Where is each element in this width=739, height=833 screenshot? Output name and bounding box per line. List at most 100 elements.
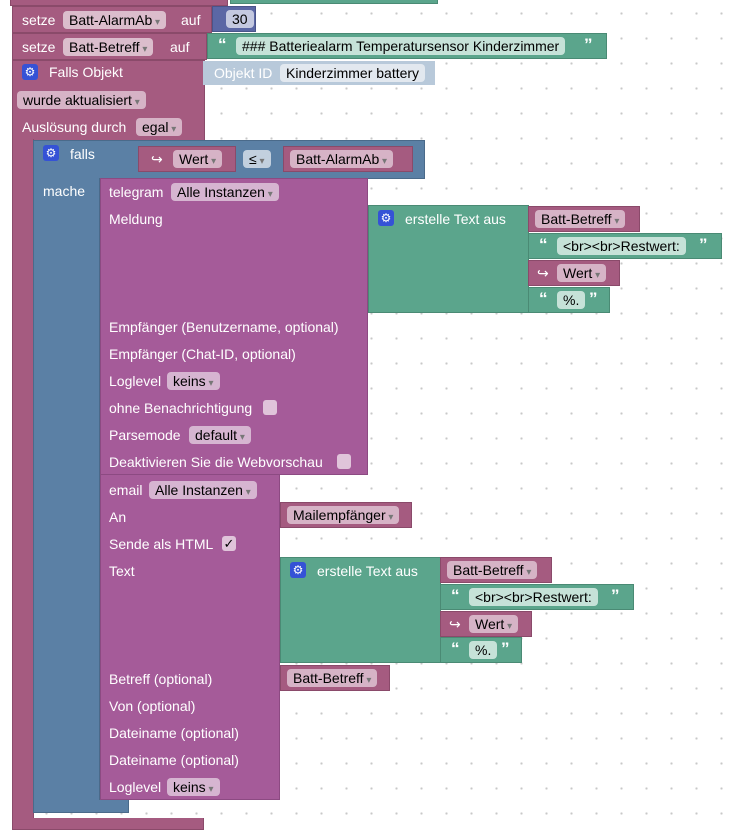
parsemode-dropdown[interactable]: default: [189, 426, 251, 444]
close-quote-icon: ”: [589, 289, 598, 308]
trigger-title: Falls Objekt: [49, 64, 123, 80]
parsemode-label: Parsemode: [109, 427, 181, 443]
open-quote-icon: “: [218, 35, 227, 54]
text-block[interactable]: “ <br><br>Restwert: ”: [440, 584, 634, 610]
number-block[interactable]: 30: [212, 6, 256, 32]
trigger-bottom-bar: [12, 818, 204, 830]
variable-get-block[interactable]: Batt-Betreff: [440, 557, 552, 583]
text-input[interactable]: <br><br>Restwert:: [557, 237, 686, 255]
text-input[interactable]: <br><br>Restwert:: [469, 588, 598, 606]
recipient-user-label: Empfänger (Benutzername, optional): [109, 319, 339, 335]
variable-dropdown[interactable]: Wert: [557, 264, 607, 282]
if-left-column: [33, 178, 100, 802]
disable-preview-label: Deaktivieren Sie die Webvorschau: [109, 454, 323, 470]
email-block[interactable]: email Alle Instanzen An Sende als HTML ✓…: [100, 474, 280, 800]
open-quote-icon: “: [539, 235, 548, 254]
variable-dropdown[interactable]: Batt-Betreff: [447, 561, 538, 579]
message-label: Meldung: [109, 211, 163, 227]
text-block[interactable]: “%.”: [440, 637, 522, 663]
text-label: Text: [109, 563, 135, 579]
number-input[interactable]: 30: [226, 10, 254, 28]
trigger-by-label: Auslösung durch: [22, 119, 127, 135]
gear-icon[interactable]: ⚙: [22, 64, 38, 80]
text-input[interactable]: %.: [469, 641, 498, 659]
variable-get-block[interactable]: Batt-AlarmAb: [283, 146, 413, 172]
to-keyword: auf: [181, 12, 201, 28]
variable-dropdown[interactable]: Batt-Betreff: [287, 669, 378, 687]
recipient-chat-label: Empfänger (Chat-ID, optional): [109, 346, 296, 362]
close-quote-icon: ”: [611, 586, 620, 605]
silent-label: ohne Benachrichtigung: [109, 400, 253, 416]
text-join-block[interactable]: ⚙ erstelle Text aus: [280, 557, 441, 663]
variable-dropdown[interactable]: Wert: [173, 150, 223, 168]
to-label: An: [109, 509, 127, 525]
do-label: mache: [43, 183, 86, 199]
partial-block-top[interactable]: [10, 0, 228, 6]
variable-get-block[interactable]: Batt-Betreff: [280, 665, 390, 691]
html-checkbox[interactable]: ✓: [222, 536, 236, 551]
disable-preview-checkbox[interactable]: [337, 454, 351, 469]
close-quote-icon: ”: [699, 235, 708, 254]
variable-get-block[interactable]: Mailempfänger: [280, 502, 412, 528]
trigger-left-column: [12, 139, 34, 820]
set-keyword: setze: [22, 12, 56, 28]
instance-dropdown[interactable]: Alle Instanzen: [171, 183, 279, 201]
event-dropdown[interactable]: wurde aktualisiert: [17, 91, 146, 109]
text-input[interactable]: ### Batteriealarm Temperatursensor Kinde…: [236, 37, 566, 55]
if-label: falls: [70, 146, 95, 162]
set-keyword: setze: [22, 39, 56, 55]
close-quote-icon: ”: [584, 35, 593, 54]
if-bottom-bar: [33, 800, 129, 813]
close-quote-icon: ”: [501, 639, 510, 658]
gear-icon[interactable]: ⚙: [290, 562, 306, 578]
from-label: Von (optional): [109, 698, 196, 714]
loglevel-dropdown[interactable]: keins: [167, 372, 220, 390]
variable-get-block[interactable]: ↪ Wert: [528, 260, 620, 286]
text-join-title: erstelle Text aus: [317, 563, 418, 579]
variable-dropdown[interactable]: Batt-Betreff: [63, 38, 154, 56]
telegram-block[interactable]: telegram Alle Instanzen Meldung Empfänge…: [100, 178, 368, 475]
text-join-title: erstelle Text aus: [405, 211, 506, 227]
gear-icon[interactable]: ⚙: [43, 145, 59, 161]
variable-get-block[interactable]: Batt-Betreff: [528, 206, 640, 232]
silent-checkbox[interactable]: [263, 400, 277, 415]
variable-dropdown[interactable]: Batt-AlarmAb: [290, 150, 394, 168]
loglevel-label: Loglevel: [109, 779, 162, 795]
get-arrow-icon: ↪: [537, 265, 549, 281]
set-variable-block[interactable]: setze Batt-Betreff auf: [12, 33, 207, 60]
variable-dropdown[interactable]: Mailempfänger: [287, 506, 400, 524]
file1-label: Dateiname (optional): [109, 725, 239, 741]
variable-dropdown[interactable]: Batt-AlarmAb: [63, 11, 167, 29]
open-quote-icon: “: [451, 586, 460, 605]
operator-dropdown[interactable]: ≤: [243, 150, 271, 168]
variable-dropdown[interactable]: Batt-Betreff: [535, 210, 626, 228]
text-block[interactable]: “ ### Batteriealarm Temperatursensor Kin…: [207, 33, 607, 59]
html-label: Sende als HTML: [109, 536, 214, 552]
trigger-by-dropdown[interactable]: egal: [136, 118, 183, 136]
instance-dropdown[interactable]: Alle Instanzen: [149, 481, 257, 499]
file2-label: Dateiname (optional): [109, 752, 239, 768]
telegram-title: telegram: [109, 184, 164, 200]
compare-block[interactable]: ↪ Wert ≤ Batt-AlarmAb: [128, 144, 415, 174]
open-quote-icon: “: [539, 289, 548, 308]
to-keyword: auf: [170, 39, 190, 55]
text-block[interactable]: “ <br><br>Restwert: ”: [528, 233, 722, 259]
gear-icon[interactable]: ⚙: [378, 210, 394, 226]
variable-get-block[interactable]: ↪ Wert: [440, 611, 532, 637]
text-input[interactable]: %.: [557, 291, 586, 309]
text-join-block[interactable]: ⚙ erstelle Text aus: [368, 205, 529, 313]
get-arrow-icon: ↪: [151, 151, 163, 167]
object-id-block[interactable]: Objekt ID Kinderzimmer battery: [203, 61, 435, 85]
set-variable-block[interactable]: setze Batt-AlarmAb auf: [12, 6, 212, 33]
variable-dropdown[interactable]: Wert: [469, 615, 519, 633]
email-title: email: [109, 482, 143, 498]
loglevel-dropdown[interactable]: keins: [167, 778, 220, 796]
open-quote-icon: “: [451, 639, 460, 658]
variable-get-block[interactable]: ↪ Wert: [138, 146, 236, 172]
text-block[interactable]: “%.”: [528, 287, 610, 313]
object-id-input[interactable]: Kinderzimmer battery: [280, 64, 426, 82]
loglevel-label: Loglevel: [109, 373, 162, 389]
get-arrow-icon: ↪: [449, 616, 461, 632]
partial-text-block-top[interactable]: [230, 0, 438, 4]
subject-label: Betreff (optional): [109, 671, 213, 687]
